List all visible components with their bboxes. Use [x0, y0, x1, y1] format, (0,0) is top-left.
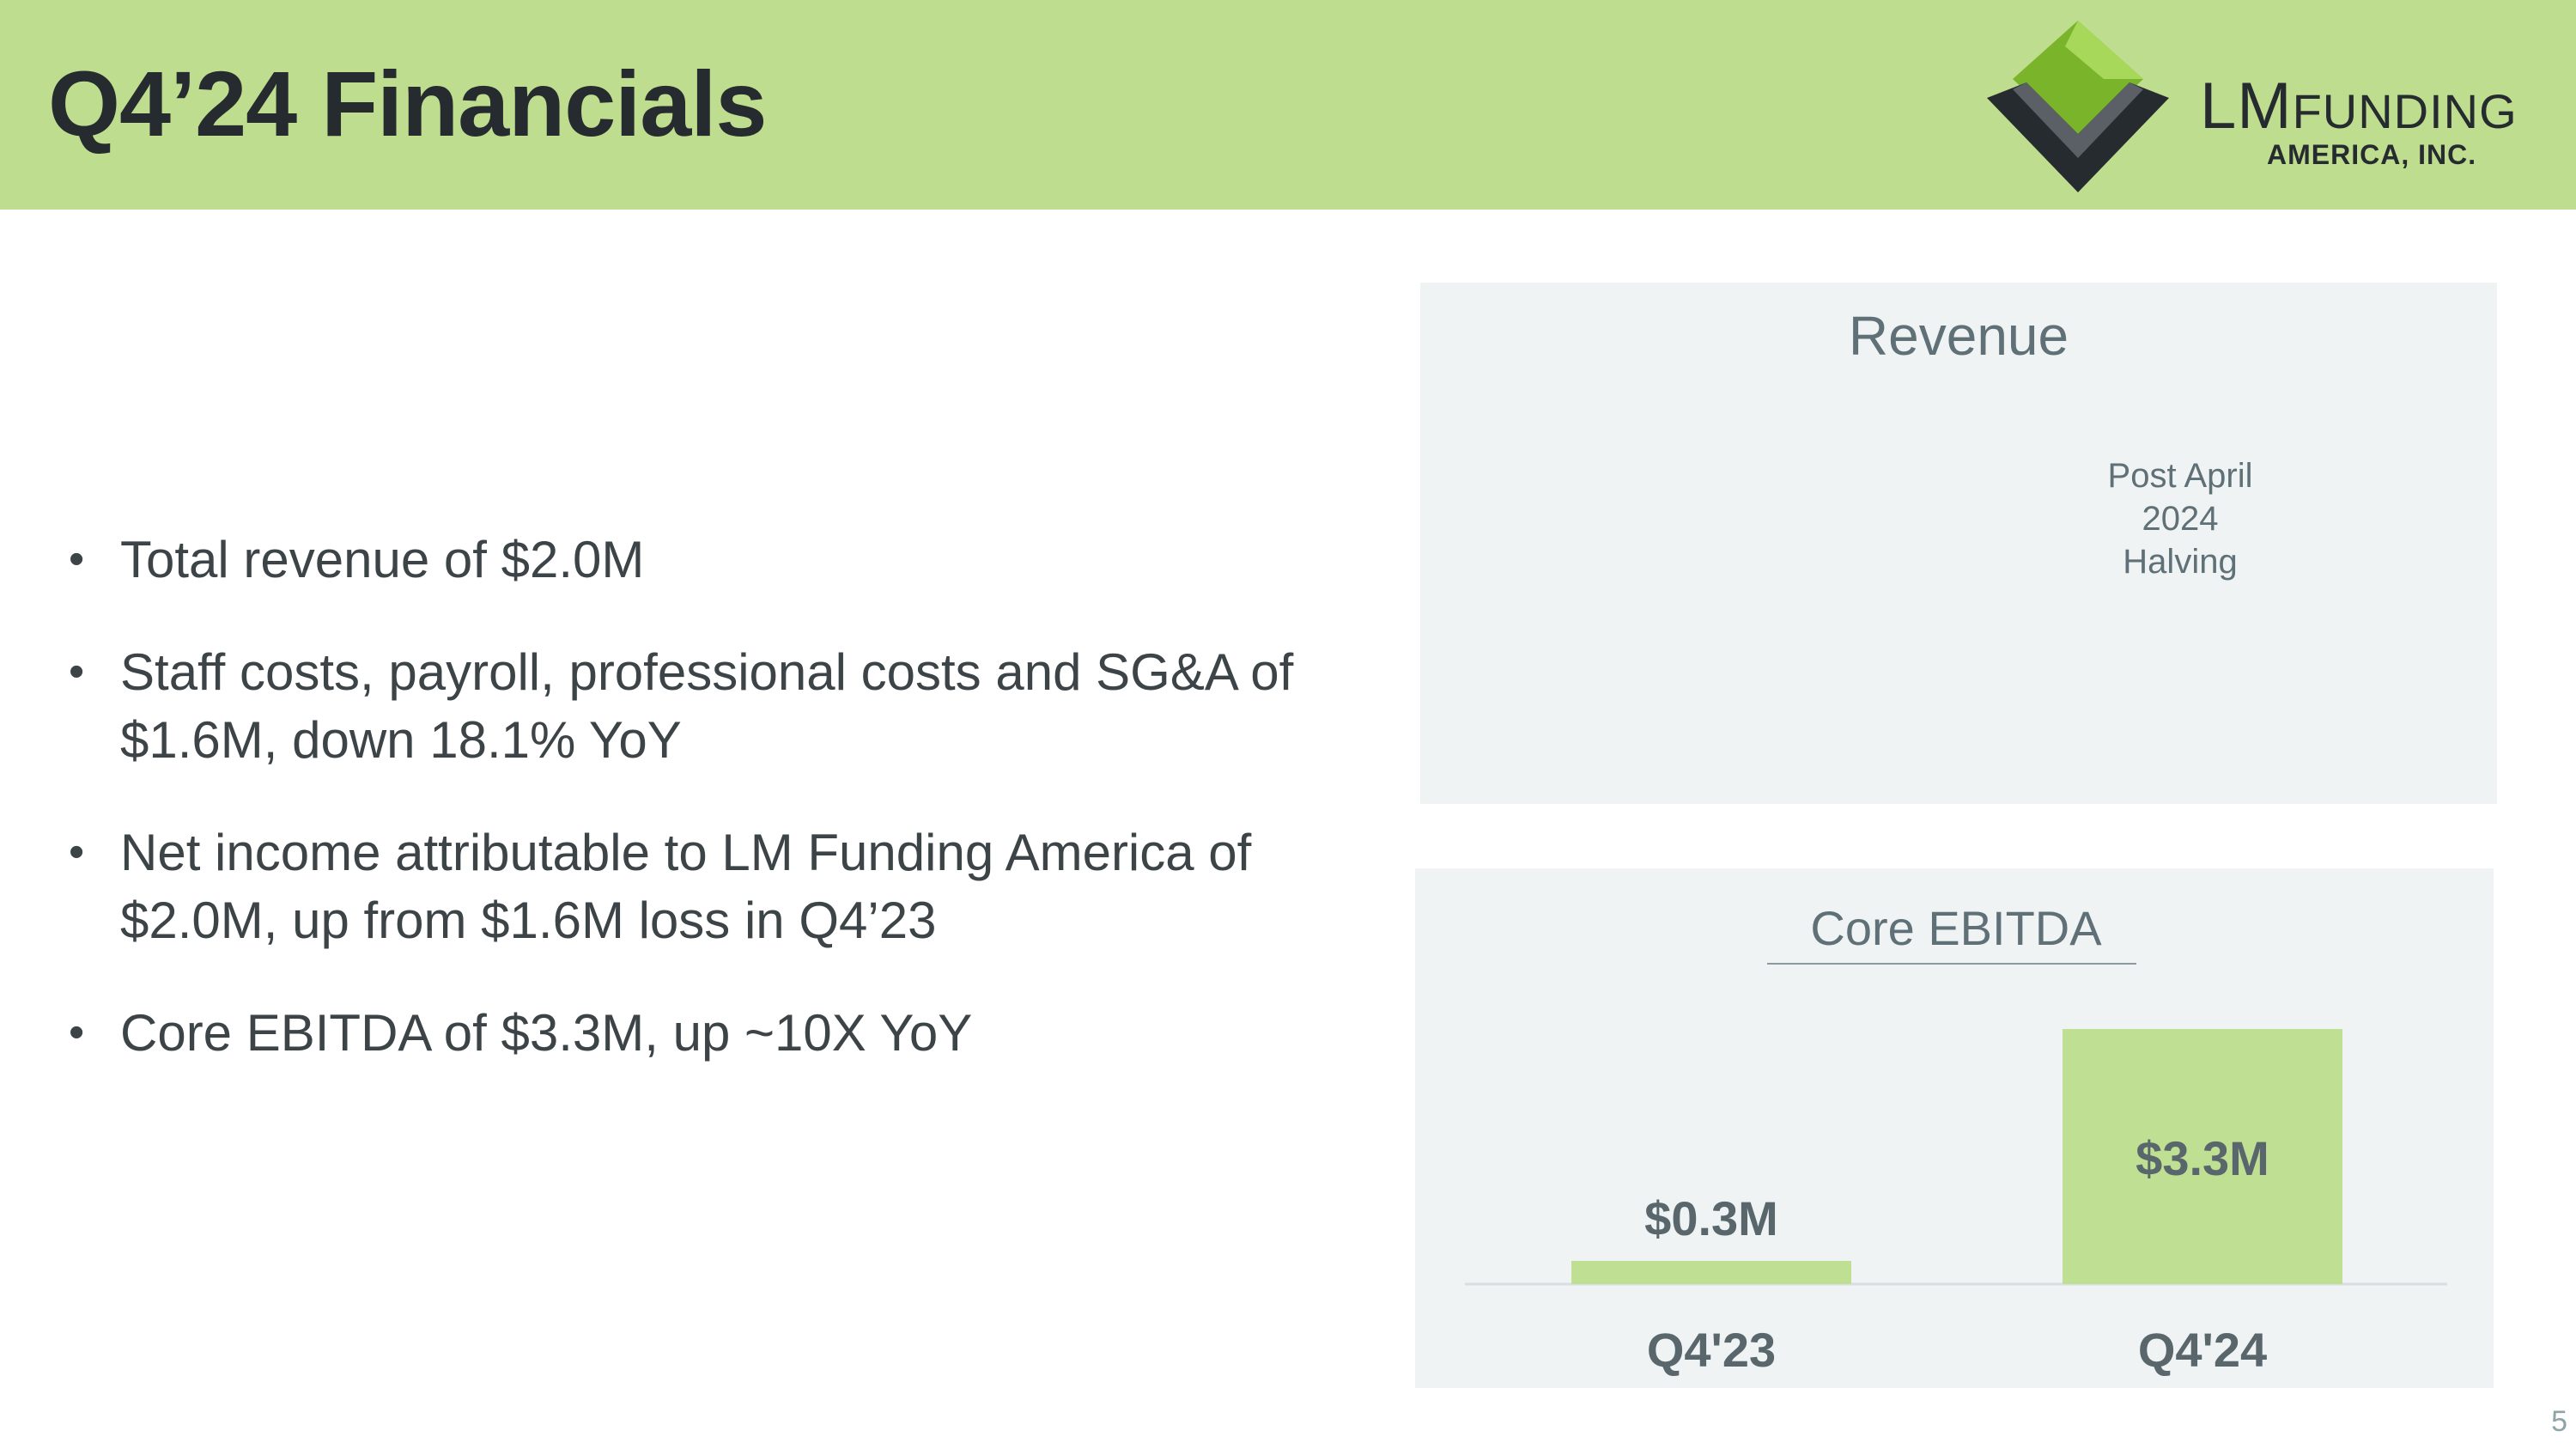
- company-logo: LMFUNDING AMERICA, INC.: [1975, 12, 2542, 201]
- bar-q424: [2063, 1029, 2342, 1284]
- bullet-item: Net income attributable to LM Funding Am…: [69, 819, 1374, 954]
- core-ebitda-chart: $0.3M Q4'23 $3.3M Q4'24: [1465, 1029, 2447, 1377]
- core-ebitda-panel: Core EBITDA $0.3M Q4'23 $3.3M Q4'24: [1415, 868, 2494, 1388]
- bullet-item: Core EBITDA of $3.3M, up ~10X YoY: [69, 999, 1374, 1067]
- x-tick-label: Q4'24: [2138, 1323, 2267, 1377]
- page-title: Q4’24 Financials: [48, 52, 767, 155]
- logo-wordmark-lm: LM: [2200, 70, 2293, 143]
- x-tick-label: Q4'23: [1647, 1323, 1776, 1377]
- chart-title-underline: [1767, 963, 2136, 965]
- bullet-list: Total revenue of $2.0M Staff costs, payr…: [69, 526, 1374, 1111]
- logo-subtext: AMERICA, INC.: [2267, 139, 2477, 170]
- data-label: $0.3M: [1644, 1191, 1778, 1245]
- bullet-item: Staff costs, payroll, professional costs…: [69, 638, 1374, 774]
- header-band: Q4’24 Financials LMFUNDING AMERICA, INC.: [0, 0, 2576, 210]
- halving-annotation: Post April 2024 Halving: [2107, 457, 2253, 581]
- logo-diamond-icon: [1987, 21, 2169, 192]
- revenue-panel: Revenue Post April 2024 Halving: [1420, 283, 2497, 804]
- bar-q423: [1571, 1261, 1851, 1284]
- slide-number: 5: [2551, 1405, 2567, 1438]
- logo-wordmark: LMFUNDING: [2200, 74, 2518, 139]
- bullet-item: Total revenue of $2.0M: [69, 526, 1374, 594]
- chart-title: Core EBITDA: [1810, 901, 2102, 955]
- logo-wordmark-funding: FUNDING: [2292, 84, 2518, 138]
- data-label: $3.3M: [2136, 1131, 2269, 1185]
- revenue-title: Revenue: [1848, 305, 2069, 367]
